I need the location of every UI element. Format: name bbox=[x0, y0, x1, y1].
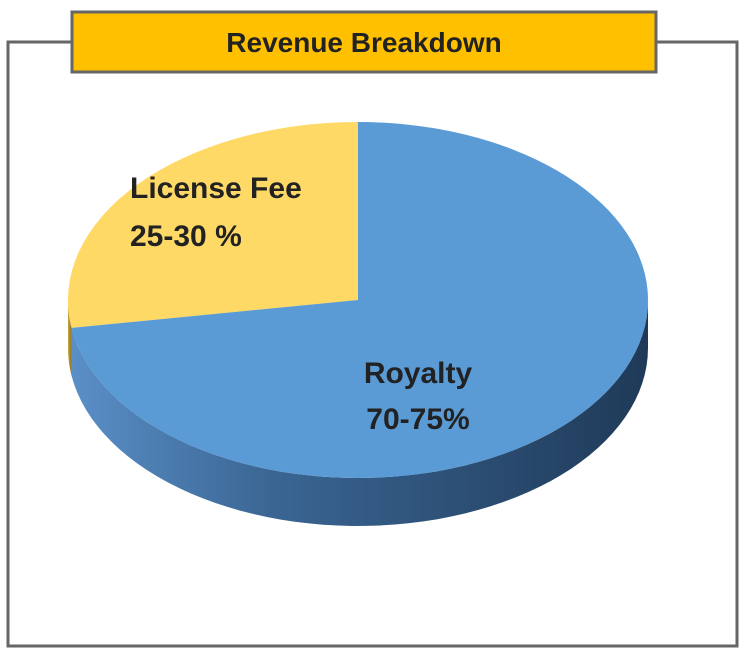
pie-side bbox=[68, 300, 72, 376]
slice-value-label: 70-75% bbox=[366, 403, 469, 436]
slice-label: License Fee bbox=[130, 172, 302, 205]
pie-side bbox=[71, 300, 649, 526]
pie-slice bbox=[67, 122, 358, 328]
pie-slice bbox=[71, 122, 649, 478]
labels: License Fee 25-30 % Royalty 70-75% bbox=[130, 172, 472, 436]
title-box bbox=[70, 10, 658, 74]
chart-title: Revenue Breakdown bbox=[226, 27, 501, 58]
slice-label: Royalty bbox=[364, 357, 473, 390]
pie bbox=[67, 122, 649, 526]
slice-value-label: 25-30 % bbox=[130, 220, 242, 253]
